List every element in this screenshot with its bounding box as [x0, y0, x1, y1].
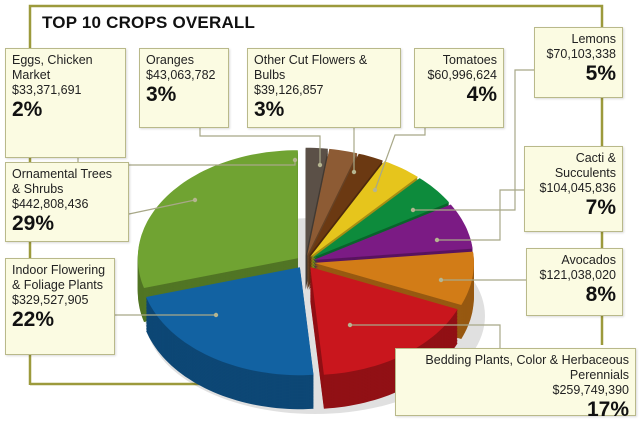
slice-value: $33,371,691 — [12, 83, 82, 97]
leader-dot-2 — [351, 169, 357, 175]
leader-line-0 — [77, 158, 296, 166]
pie-slice-top — [146, 267, 314, 376]
pie-slice-top — [313, 251, 474, 305]
leader-line-1 — [199, 128, 321, 165]
slice-name: Bedding Plants, Color & Herbaceous Peren… — [425, 353, 629, 382]
slice-value: $259,749,390 — [552, 383, 629, 397]
leader-line-7 — [350, 324, 501, 348]
slice-name: Other Cut Flowers & Bulbs — [254, 53, 368, 82]
slice-percent: 22% — [12, 308, 55, 331]
slice-name: Indoor Flowering & Foliage Plants — [12, 263, 106, 292]
pie-slice-top — [313, 204, 473, 261]
pie-slice-top — [308, 153, 383, 257]
leader-dot-4 — [410, 207, 416, 213]
slice-value: $60,996,624 — [427, 68, 497, 82]
label-tomatoes: Tomatoes $60,996,624 4% — [414, 48, 504, 128]
label-cacti: Cacti & Succulents $104,045,836 7% — [524, 146, 623, 232]
label-avocados: Avocados $121,038,020 8% — [526, 248, 623, 316]
pie-slice-top — [310, 161, 418, 257]
leader-line-9 — [128, 199, 196, 215]
label-indoor-flowering: Indoor Flowering & Foliage Plants $329,5… — [5, 258, 115, 355]
label-other-cut-flowers: Other Cut Flowers & Bulbs $39,126,857 3% — [247, 48, 401, 128]
slice-value: $329,527,905 — [12, 293, 89, 307]
slice-value: $43,063,782 — [146, 68, 216, 82]
slice-percent: 4% — [466, 83, 497, 106]
chart-title: TOP 10 CROPS OVERALL — [42, 13, 256, 32]
slice-name: Tomatoes — [442, 53, 497, 67]
slice-name: Ornamental Trees & Shrubs — [12, 167, 113, 196]
label-eggs: Eggs, Chicken Market $33,371,691 2% — [5, 48, 126, 158]
slice-percent: 3% — [146, 83, 177, 106]
slice-percent: 29% — [12, 212, 55, 235]
label-oranges: Oranges $43,063,782 3% — [139, 48, 229, 128]
leader-dot-6 — [438, 277, 444, 283]
slice-name: Avocados — [561, 253, 616, 267]
slice-name: Cacti & Succulents — [554, 151, 616, 180]
pie-slice-top — [137, 150, 298, 288]
label-lemons: Lemons $70,103,338 5% — [534, 27, 623, 98]
pie-slice-8 — [146, 267, 314, 410]
slice-percent: 3% — [254, 98, 285, 121]
slice-value: $39,126,857 — [254, 83, 324, 97]
slice-name: Oranges — [146, 53, 194, 67]
slice-percent: 2% — [12, 98, 43, 121]
leader-dot-0 — [292, 157, 298, 163]
leader-line-4 — [413, 69, 534, 211]
slice-value: $121,038,020 — [539, 268, 616, 282]
slice-percent: 5% — [585, 62, 616, 85]
leader-dot-8 — [213, 312, 219, 318]
label-ornamental-trees: Ornamental Trees & Shrubs $442,808,436 2… — [5, 162, 129, 242]
slice-percent: 17% — [586, 398, 629, 421]
pie-slice-top — [307, 148, 358, 256]
leader-line-3 — [374, 128, 426, 191]
leader-dot-1 — [317, 162, 323, 168]
slice-name: Eggs, Chicken Market — [12, 53, 93, 82]
slice-value: $104,045,836 — [539, 181, 616, 195]
slice-name: Lemons — [571, 32, 616, 46]
leader-dot-5 — [434, 237, 440, 243]
pie-slice-top — [305, 147, 328, 256]
pie-slice-top — [311, 178, 450, 259]
slice-value: $70,103,338 — [546, 47, 616, 61]
slice-percent: 7% — [585, 196, 616, 219]
leader-dot-3 — [372, 187, 378, 193]
leader-dot-9 — [192, 197, 198, 203]
leader-dot-7 — [347, 322, 353, 328]
slice-value: $442,808,436 — [12, 197, 89, 211]
slice-percent: 8% — [585, 283, 616, 306]
label-bedding-plants: Bedding Plants, Color & Herbaceous Peren… — [395, 348, 636, 421]
pie-slice-top — [310, 267, 458, 375]
